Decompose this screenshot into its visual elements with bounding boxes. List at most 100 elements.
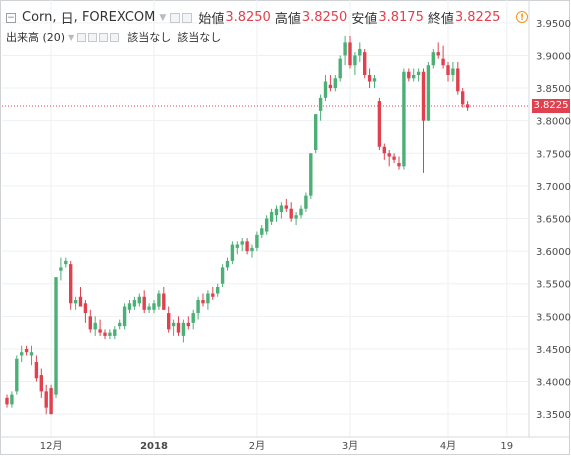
candle-body [235, 244, 239, 248]
candle-body [157, 293, 161, 307]
candle-body [274, 208, 279, 216]
candle-body [216, 286, 220, 294]
symbol-name[interactable]: Corn [22, 10, 53, 25]
candle-body [88, 316, 92, 330]
candle-body [465, 104, 470, 108]
y-tick-label: 3.4000 [536, 378, 571, 389]
candle-body [171, 322, 176, 327]
candle-body [299, 208, 303, 216]
minus-square-icon[interactable]: − [6, 12, 16, 23]
y-tick-label: 3.9500 [536, 19, 571, 30]
candle-body [176, 322, 181, 333]
candle-body [318, 97, 323, 111]
candle-body [64, 260, 68, 265]
candle-body [328, 84, 333, 89]
candle-body [39, 375, 43, 392]
candle-body [402, 71, 406, 167]
candle-body [245, 241, 249, 252]
candle-body [416, 71, 421, 76]
candle-body [323, 81, 328, 98]
candle-body [78, 296, 83, 307]
candle-body [260, 228, 264, 235]
candle-body [162, 293, 166, 310]
candle-body [98, 329, 102, 333]
indicator-value-2: 該当なし [177, 31, 222, 44]
candle-body [127, 303, 132, 310]
candle-body [122, 306, 127, 327]
candle-body [103, 332, 107, 336]
chevron-down-icon[interactable]: ▼ [159, 12, 167, 23]
low-value: 3.8175 [378, 10, 424, 25]
candle-body [382, 146, 386, 154]
close-value: 3.8225 [454, 10, 501, 25]
visibility-toggle-icon[interactable] [77, 32, 87, 42]
candle-body [108, 332, 112, 336]
candle-body [132, 300, 137, 307]
y-tick-label: 3.5000 [536, 312, 571, 323]
y-tick-label: 3.7500 [536, 149, 571, 160]
chevron-down-icon[interactable]: ▼ [68, 32, 75, 42]
symbol-sep-2: , [73, 10, 82, 25]
candle-body [358, 48, 362, 56]
y-tick-label: 3.6500 [536, 215, 571, 226]
candle-body [353, 55, 357, 66]
y-tick-label: 3.8000 [536, 117, 571, 128]
settings-icon[interactable] [88, 32, 98, 42]
x-tick-label: 2018 [140, 441, 168, 452]
candle-body [15, 358, 19, 392]
candle-body [304, 195, 308, 209]
exclamation-circle-icon[interactable]: ! [516, 11, 528, 23]
exchange-label: FOREXCOM [81, 10, 156, 25]
candle-body [426, 65, 431, 121]
candle-body [54, 277, 58, 395]
volume-indicator-legend: 出来高 (20) ▼ 該当なし 該当なし [6, 29, 221, 45]
candle-body [230, 244, 235, 261]
candle-body [461, 91, 465, 105]
candle-body [436, 52, 440, 56]
candle-body [363, 52, 367, 76]
candle-body [152, 303, 156, 310]
x-tick-label: 4月 [440, 440, 456, 452]
candle-body [265, 218, 269, 232]
candle-body [34, 361, 39, 379]
candle-body [387, 153, 391, 157]
interval-label: 日 [60, 12, 74, 27]
candle-body [456, 68, 460, 92]
low-label: 安値 [351, 12, 378, 27]
y-tick-label: 3.5500 [536, 280, 571, 291]
candle-body [201, 300, 205, 304]
y-tick-label: 3.3500 [536, 410, 571, 421]
visibility-toggle-icon[interactable] [170, 12, 181, 23]
candle-body [83, 303, 88, 314]
candle-body [289, 208, 293, 219]
candle-body [255, 234, 259, 248]
candle-body [196, 300, 200, 314]
y-tick-label: 3.6000 [536, 247, 571, 258]
symbol-sep-1: , [52, 10, 61, 25]
candle-body [338, 58, 342, 79]
settings-icon[interactable] [182, 12, 193, 23]
candle-body [137, 296, 141, 304]
candle-body [206, 293, 210, 304]
candle-body [181, 322, 186, 336]
candle-body [343, 42, 347, 56]
candle-body [451, 68, 455, 76]
close-icon[interactable] [110, 32, 120, 42]
candle-body [225, 260, 230, 268]
candle-body [240, 241, 244, 245]
candle-body [431, 52, 435, 66]
candle-body [279, 205, 284, 212]
last-price-tag: 3.8225 [532, 98, 570, 113]
candle-body [367, 75, 372, 82]
candle-body [294, 215, 298, 219]
candle-body [412, 75, 416, 79]
open-value: 3.8250 [225, 10, 271, 25]
candle-body [284, 205, 288, 209]
high-value: 3.8250 [301, 10, 348, 25]
move-icon[interactable] [99, 32, 109, 42]
indicator-name[interactable]: 出来高 (20) [6, 31, 66, 44]
candle-body [24, 348, 29, 353]
